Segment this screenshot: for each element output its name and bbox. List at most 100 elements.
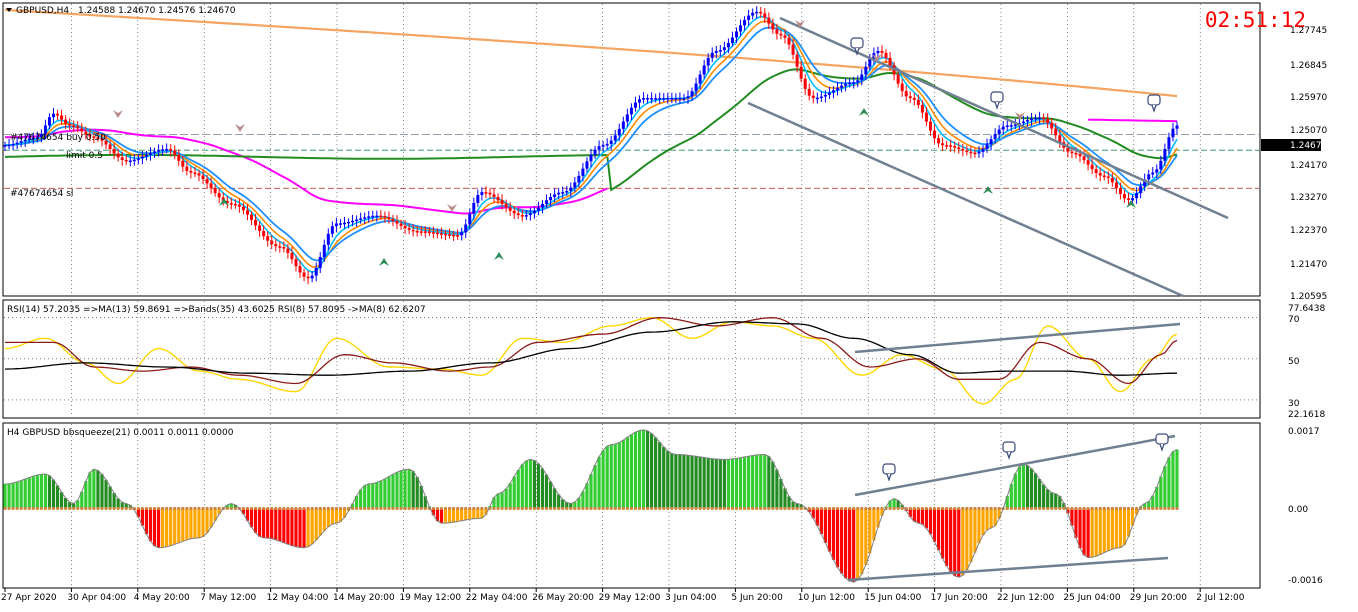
squeeze-bar[interactable]	[528, 459, 532, 509]
squeeze-bar[interactable]	[209, 508, 213, 528]
squeeze-bar[interactable]	[290, 508, 294, 546]
candle-body[interactable]	[621, 121, 625, 129]
squeeze-bar[interactable]	[334, 508, 338, 524]
candle-body[interactable]	[342, 222, 346, 225]
squeeze-bar[interactable]	[827, 508, 832, 552]
squeeze-bar[interactable]	[47, 475, 52, 509]
candle-body[interactable]	[334, 223, 338, 227]
squeeze-bar[interactable]	[27, 477, 31, 509]
candle-body[interactable]	[666, 98, 670, 100]
squeeze-bar[interactable]	[924, 508, 929, 529]
squeeze-bar[interactable]	[419, 485, 423, 509]
candle-body[interactable]	[448, 234, 452, 236]
squeeze-bar[interactable]	[213, 508, 217, 521]
squeeze-bar[interactable]	[581, 491, 585, 509]
candle-body[interactable]	[359, 218, 363, 220]
candle-body[interactable]	[444, 233, 448, 236]
squeeze-bar[interactable]	[916, 508, 920, 524]
candle-body[interactable]	[302, 272, 306, 277]
squeeze-bar[interactable]	[298, 508, 302, 548]
squeeze-bar[interactable]	[492, 497, 496, 509]
candle-body[interactable]	[270, 240, 274, 245]
squeeze-bar[interactable]	[941, 508, 945, 559]
squeeze-bar[interactable]	[152, 508, 157, 547]
sell-signal-arrow-icon[interactable]	[235, 124, 245, 132]
squeeze-bar[interactable]	[666, 450, 670, 509]
squeeze-bar[interactable]	[375, 482, 379, 509]
candle-body[interactable]	[1143, 179, 1147, 187]
candle-body[interactable]	[1122, 194, 1126, 199]
candle-body[interactable]	[844, 83, 848, 86]
squeeze-trendline[interactable]	[854, 434, 1176, 497]
candle-body[interactable]	[969, 151, 973, 154]
candle-body[interactable]	[924, 112, 928, 122]
squeeze-bar[interactable]	[823, 508, 827, 543]
squeeze-bar[interactable]	[993, 508, 997, 526]
squeeze-bar[interactable]	[969, 508, 973, 563]
candle-body[interactable]	[144, 154, 148, 157]
stop-loss-label[interactable]: #47674654 sl	[10, 189, 73, 199]
squeeze-bar[interactable]	[3, 483, 7, 509]
candle-body[interactable]	[941, 143, 945, 146]
candle-body[interactable]	[682, 98, 686, 100]
candle-body[interactable]	[201, 175, 205, 179]
candle-body[interactable]	[338, 223, 342, 225]
squeeze-bar[interactable]	[371, 483, 375, 509]
squeeze-bar[interactable]	[1017, 466, 1021, 509]
squeeze-bar[interactable]	[258, 508, 262, 537]
squeeze-bar[interactable]	[476, 508, 480, 519]
squeeze-bar[interactable]	[839, 508, 844, 574]
squeeze-bar[interactable]	[379, 480, 383, 509]
candle-body[interactable]	[241, 206, 245, 211]
squeeze-bar[interactable]	[508, 483, 512, 509]
candle-body[interactable]	[876, 51, 880, 54]
candle-body[interactable]	[411, 229, 415, 232]
candle-body[interactable]	[977, 151, 981, 154]
squeeze-bar[interactable]	[1054, 493, 1058, 509]
squeeze-bar[interactable]	[896, 500, 900, 509]
squeeze-bar[interactable]	[1021, 464, 1026, 509]
candle-body[interactable]	[157, 150, 161, 152]
candle-body[interactable]	[569, 187, 573, 191]
candle-body[interactable]	[807, 88, 811, 96]
candle-body[interactable]	[464, 224, 468, 233]
squeeze-bar[interactable]	[860, 508, 864, 575]
squeeze-bar[interactable]	[1126, 508, 1131, 537]
candle-body[interactable]	[573, 182, 577, 188]
squeeze-bar[interactable]	[751, 455, 755, 509]
squeeze-bar[interactable]	[68, 502, 72, 509]
candle-body[interactable]	[189, 170, 193, 173]
squeeze-bar[interactable]	[981, 508, 985, 536]
candle-body[interactable]	[431, 232, 435, 234]
candle-body[interactable]	[670, 98, 674, 100]
candle-body[interactable]	[472, 202, 476, 214]
candle-body[interactable]	[1046, 119, 1050, 123]
squeeze-bar[interactable]	[1025, 465, 1030, 509]
candle-body[interactable]	[686, 96, 690, 99]
candle-body[interactable]	[35, 137, 39, 139]
squeeze-bar[interactable]	[330, 508, 334, 525]
candle-body[interactable]	[1054, 128, 1058, 136]
squeeze-bar[interactable]	[629, 434, 634, 509]
squeeze-bar[interactable]	[609, 444, 613, 509]
squeeze-bar[interactable]	[322, 508, 326, 531]
candle-body[interactable]	[258, 225, 262, 232]
squeeze-bar[interactable]	[730, 458, 735, 509]
squeeze-bar[interactable]	[965, 508, 969, 570]
buy-signal-arrow-icon[interactable]	[1126, 200, 1136, 208]
squeeze-bar[interactable]	[779, 479, 783, 509]
squeeze-bar[interactable]	[985, 508, 989, 530]
squeeze-bar[interactable]	[617, 442, 621, 509]
candle-body[interactable]	[423, 231, 427, 233]
candle-body[interactable]	[743, 19, 747, 26]
squeeze-bar[interactable]	[31, 476, 35, 509]
squeeze-bar[interactable]	[613, 444, 617, 509]
candle-body[interactable]	[407, 228, 411, 230]
candle-body[interactable]	[1070, 151, 1074, 154]
squeeze-bar[interactable]	[39, 474, 43, 509]
squeeze-bar[interactable]	[1086, 508, 1090, 558]
candle-body[interactable]	[237, 204, 241, 207]
squeeze-bar[interactable]	[532, 460, 537, 509]
candle-body[interactable]	[860, 74, 864, 81]
